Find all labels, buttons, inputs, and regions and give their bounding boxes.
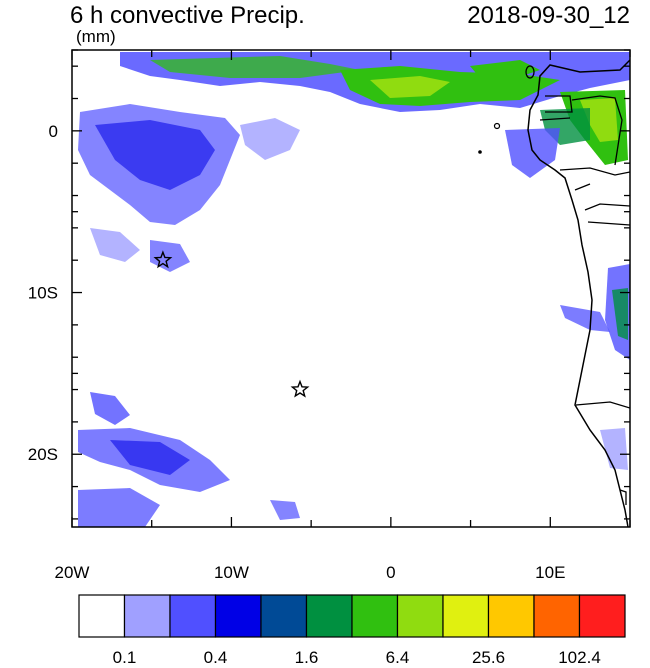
y-tick-label: 20S: [28, 445, 58, 464]
coastline: [527, 59, 630, 527]
colorbar-swatch: [78, 594, 126, 638]
y-tick-label: 10S: [28, 284, 58, 303]
units-label: (mm): [76, 27, 116, 46]
country-border: [619, 489, 627, 505]
y-tick-label: 0: [49, 122, 58, 141]
colorbar-swatch: [396, 594, 444, 638]
precip-area: [270, 500, 300, 520]
precip-area: [370, 76, 450, 98]
country-border: [584, 203, 630, 211]
colorbar-label: 0.1: [112, 648, 137, 667]
island: [478, 150, 482, 154]
ascension-star: [153, 250, 173, 269]
map-title: 6 h convective Precip.: [70, 2, 305, 29]
precip-area: [612, 288, 628, 340]
precip-field: [78, 52, 630, 527]
colorbar-label: 1.6: [294, 648, 319, 667]
x-tick-label: 10W: [214, 563, 249, 582]
country-border: [539, 117, 571, 121]
precip-area: [78, 488, 160, 527]
y-axis-labels: 0 10S 20S: [28, 122, 58, 464]
precip-area: [150, 240, 190, 272]
precip-area: [470, 60, 540, 80]
country-border: [571, 95, 623, 166]
colorbar-swatch: [123, 594, 171, 638]
colorbar-swatch: [214, 594, 262, 638]
colorbar-label: 102.4: [558, 648, 601, 667]
plot-frame: [71, 49, 631, 528]
precip-area: [90, 392, 130, 425]
st-helena-star: [290, 379, 310, 398]
country-border: [575, 401, 630, 409]
colorbar-swatch: [351, 594, 399, 638]
x-tick-label: 10E: [535, 563, 565, 582]
precip-area: [150, 56, 360, 78]
x-tick-label: 0: [386, 563, 395, 582]
colorbar-swatch: [305, 594, 353, 638]
station-markers: [153, 250, 310, 398]
island: [525, 65, 535, 79]
x-axis-labels: 20W 10W 0 10E: [55, 563, 566, 582]
precip-area: [90, 228, 140, 262]
precip-area: [110, 440, 190, 475]
colorbar-swatch: [533, 594, 581, 638]
country-border: [559, 167, 630, 176]
colorbar-swatch: [169, 594, 217, 638]
precip-area: [505, 128, 560, 178]
precip-area: [560, 305, 610, 332]
country-border: [587, 221, 630, 226]
country-border: [574, 183, 591, 191]
x-tick-label: 20W: [55, 563, 90, 582]
country-border: [545, 95, 573, 113]
colorbar-label: 6.4: [385, 648, 410, 667]
precip-area: [600, 428, 628, 470]
precip-area: [95, 120, 215, 190]
datetime-label: 2018-09-30_12: [467, 2, 630, 29]
colorbar-swatch: [260, 594, 308, 638]
axis-ticks: [71, 49, 631, 527]
colorbar-label: 0.4: [203, 648, 228, 667]
colorbar-swatch: [578, 594, 626, 638]
island: [493, 122, 501, 130]
colorbar: [78, 594, 626, 638]
colorbar-swatch: [442, 594, 490, 638]
colorbar-label: 25.6: [471, 648, 506, 667]
colorbar-swatch: [487, 594, 535, 638]
precip-area: [240, 118, 300, 160]
